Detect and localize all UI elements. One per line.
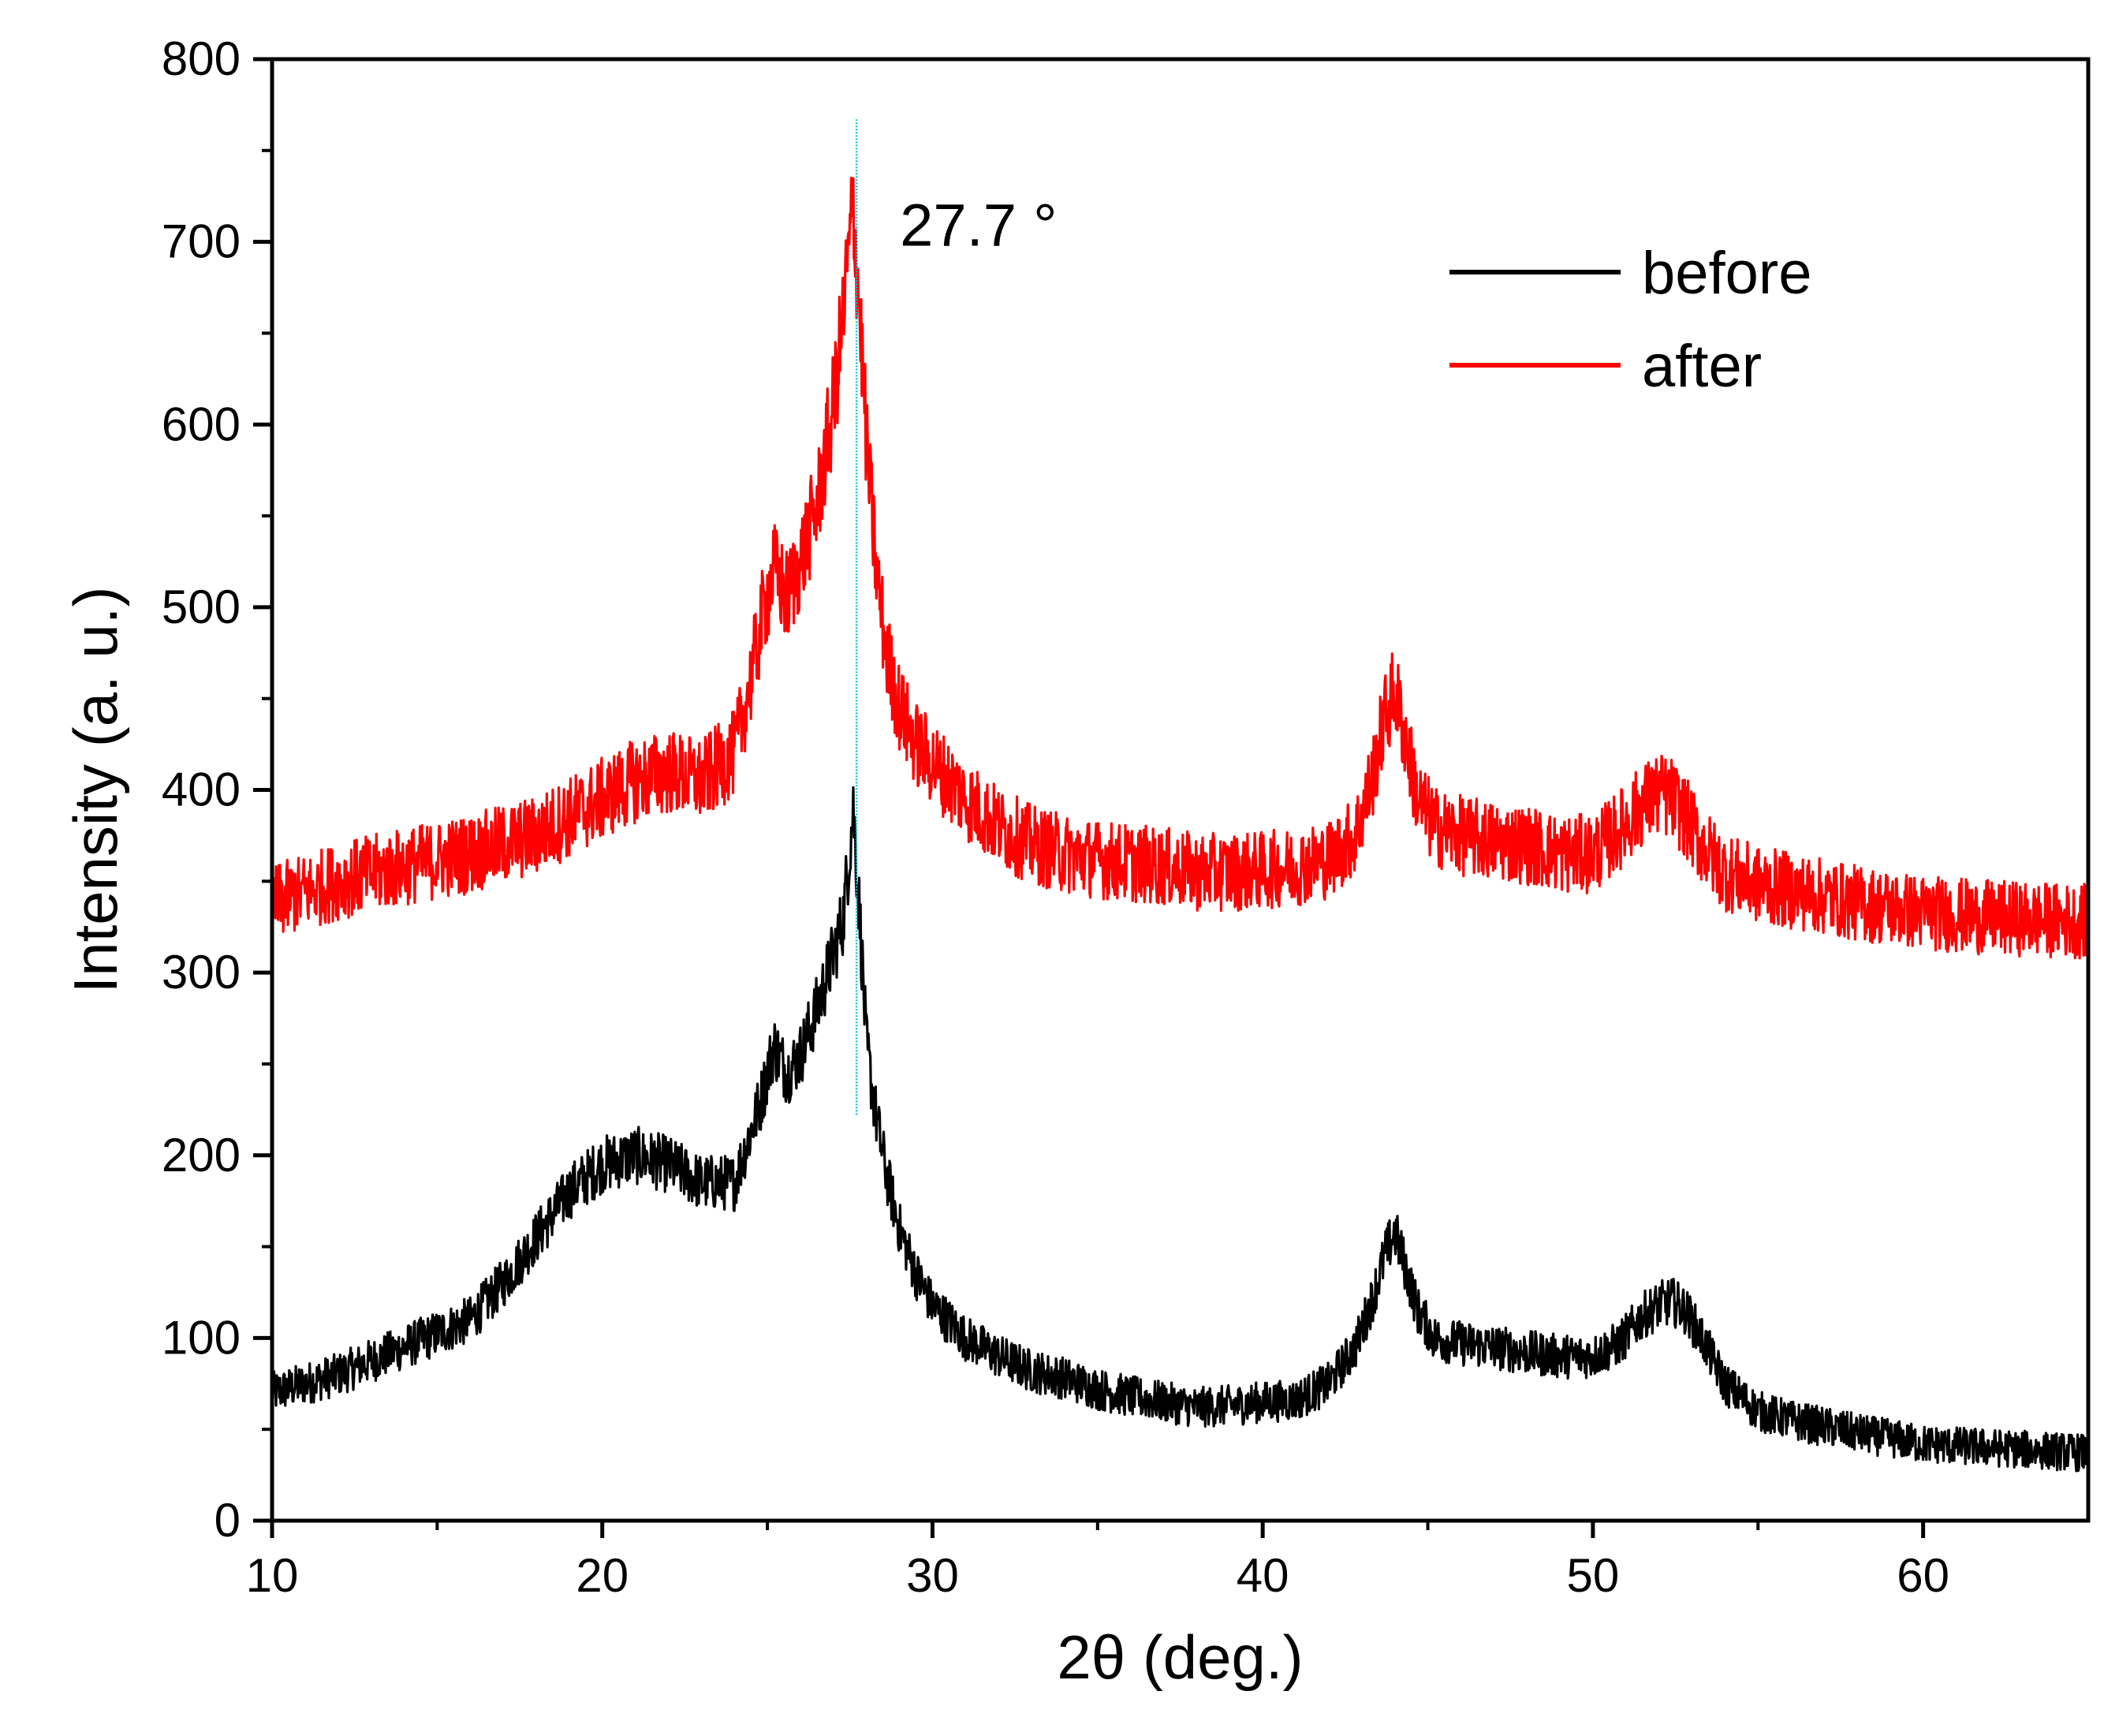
x-tick-label: 60 [1897, 1549, 1949, 1602]
y-axis-title: Intensity (a. u.) [61, 587, 130, 994]
y-tick-label: 200 [162, 1129, 241, 1182]
x-tick-label: 20 [576, 1549, 629, 1602]
y-tick-label: 600 [162, 398, 241, 450]
y-tick-label: 300 [162, 946, 241, 999]
series-line-before [270, 786, 2090, 1473]
annotation-layer: 27.7 ° [855, 119, 1058, 1115]
series-layer [270, 177, 2090, 1473]
legend-label-after: after [1642, 333, 1762, 400]
y-tick-label: 400 [162, 763, 241, 816]
x-tick-label: 40 [1237, 1549, 1289, 1602]
legend-label-before: before [1642, 240, 1812, 307]
y-tick-label: 700 [162, 215, 241, 268]
x-tick-label: 50 [1567, 1549, 1620, 1602]
peak-annotation: 27.7 ° [900, 192, 1057, 259]
y-tick-label: 100 [162, 1311, 241, 1364]
x-axis-title: 2θ (deg.) [1057, 1622, 1303, 1692]
series-line-after [270, 177, 2090, 960]
x-tick-label: 10 [246, 1549, 299, 1602]
x-tick-label: 30 [906, 1549, 959, 1602]
y-tick-label: 0 [215, 1494, 241, 1547]
y-tick-label: 500 [162, 581, 241, 633]
y-tick-label: 800 [162, 32, 241, 85]
legend: before after [1449, 240, 1812, 400]
